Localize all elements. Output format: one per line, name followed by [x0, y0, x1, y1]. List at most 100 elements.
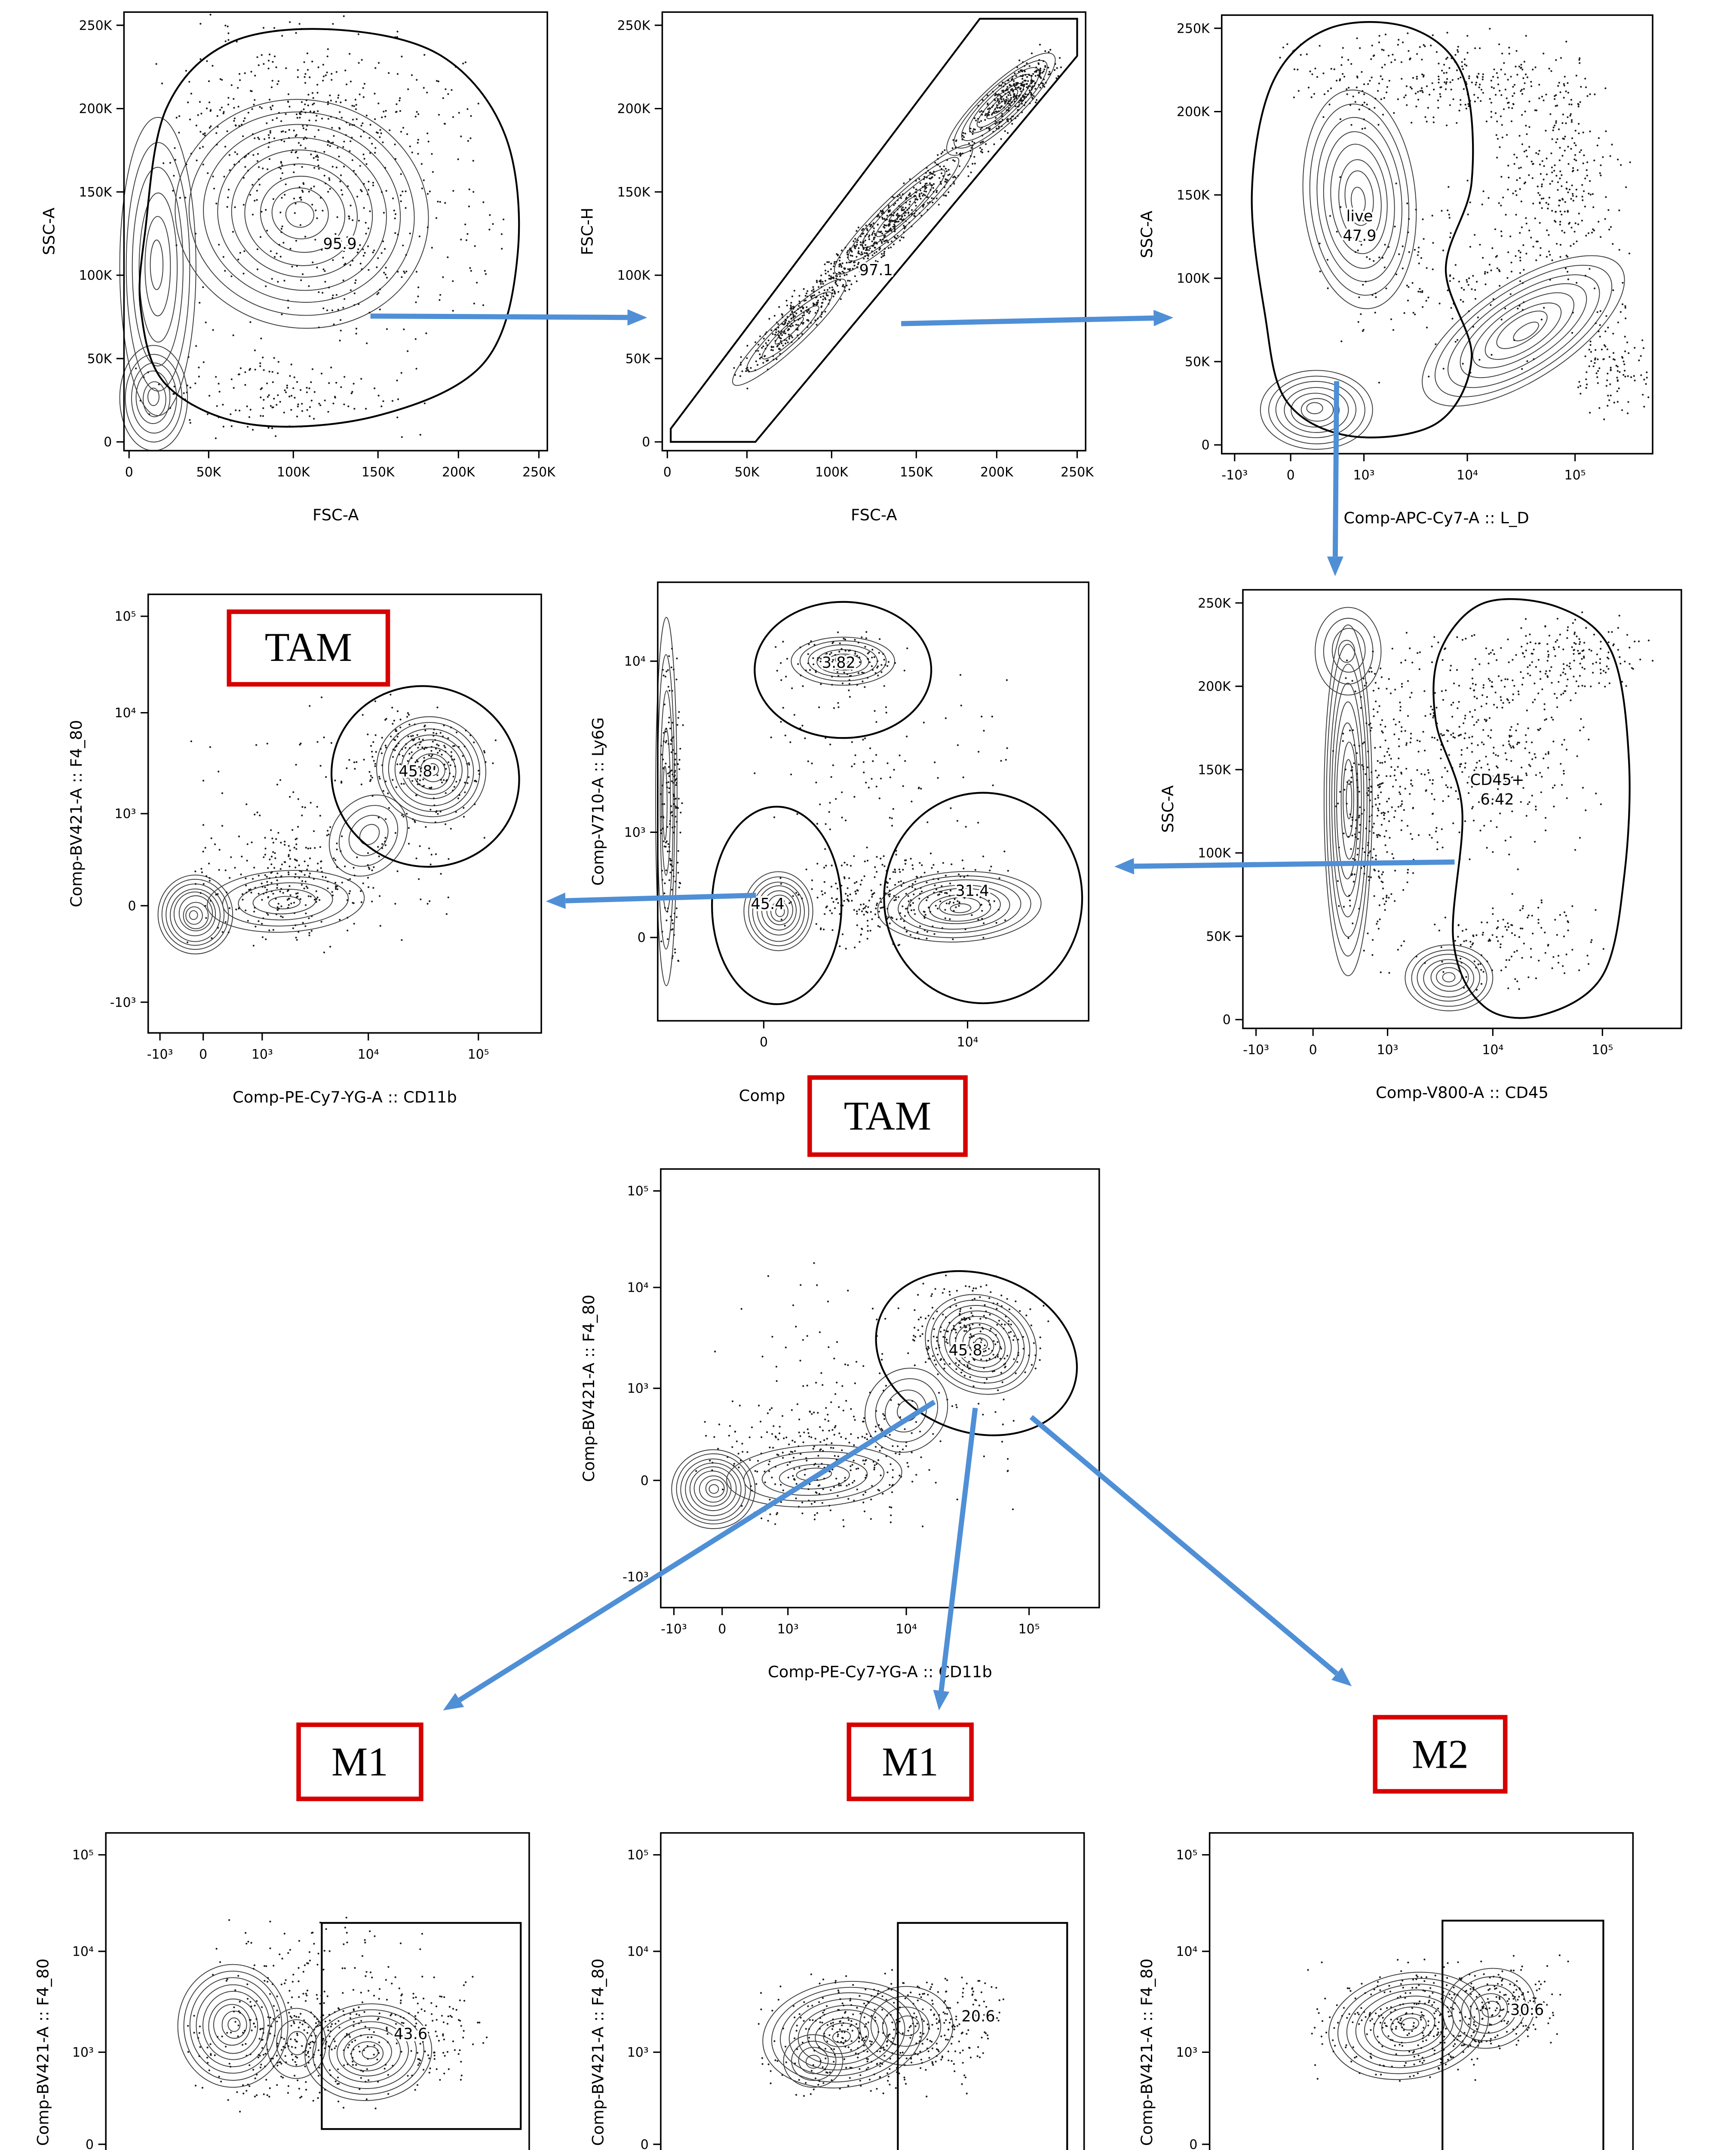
flow-arrowhead	[1327, 556, 1343, 576]
x-tick-label: 0	[1287, 468, 1295, 483]
x-tick-label: 0	[199, 1047, 207, 1062]
plot-frame	[1242, 589, 1682, 1029]
contour-rings	[1328, 1968, 1536, 2080]
gate-percentage: 45.8	[949, 1342, 982, 1359]
y-tick-label: 10⁴	[1176, 1944, 1197, 1960]
x-tick-label: 10³	[252, 1047, 273, 1062]
plot-tam: 45.8 -10³ 0 10³ 10⁴ 10⁵ -10³ 0 10³ 10⁴ 10⁵ Comp-PE-…	[67, 593, 542, 1106]
gate-percentage: 97.1	[859, 261, 893, 279]
y-tick-label: 10⁵	[72, 1848, 94, 1863]
y-tick-label: 10⁵	[627, 1848, 649, 1863]
flow-arrowhead	[627, 309, 647, 326]
y-tick-label: 0	[638, 931, 646, 946]
population-label-text: M1	[331, 1738, 388, 1784]
gate-percentage: 30.6	[1510, 2001, 1544, 2019]
y-axis-label: Comp-BV421-A :: F4_80	[589, 1959, 607, 2146]
y-axis-label: Comp-BV421-A :: F4_80	[67, 720, 86, 907]
scatter-points	[1307, 1954, 1569, 2082]
gate-outline	[138, 28, 520, 428]
x-axis-label: Comp-PE-Cy7-YG-A :: CD11b	[233, 1088, 457, 1106]
y-tick-label: 10⁴	[627, 1944, 649, 1960]
flow-arrow	[1029, 1415, 1338, 1676]
gate-outline	[1442, 1920, 1604, 2150]
y-axis-label: Comp-BV421-A :: F4_80	[1138, 1959, 1156, 2146]
population-label-text: M1	[882, 1738, 939, 1784]
y-axis-label: SSC-A	[1138, 211, 1156, 258]
y-tick-label: 250K	[617, 18, 651, 33]
flow-arrowhead	[546, 892, 566, 909]
y-tick-label: 0	[1223, 1013, 1231, 1028]
flow-arrow	[370, 313, 628, 320]
flow-arrow	[565, 893, 756, 903]
y-tick-label: 10³	[624, 825, 646, 840]
y-tick-label: 150K	[1198, 762, 1231, 777]
flow-arrowhead	[1153, 310, 1174, 326]
y-tick-label: 10⁵	[115, 609, 136, 624]
population-label-tam-1: TAM	[227, 609, 390, 687]
x-tick-label: -10³	[661, 1622, 687, 1637]
x-axis-label: Comp	[739, 1086, 785, 1105]
y-tick-label: 100K	[1177, 271, 1210, 286]
x-tick-label: 250K	[1061, 465, 1094, 480]
gate-outline	[711, 805, 843, 1005]
plot-live: live 47.9 -10³ 0 10³ 10⁴ 10⁵ 0 50K 100K 150K 200K 25…	[1138, 14, 1653, 527]
y-tick-label: 0	[128, 899, 136, 914]
scatter-points	[733, 43, 1062, 390]
gate-outline	[897, 1922, 1068, 2150]
plot-frame	[661, 11, 1086, 452]
gate-percentage: 47.9	[1343, 227, 1376, 245]
scatter-points	[1279, 28, 1650, 421]
x-tick-label: 10⁵	[1018, 1622, 1040, 1637]
x-tick-label: 10³	[1353, 468, 1375, 483]
y-tick-label: 0	[104, 435, 112, 450]
x-tick-label: 0	[663, 465, 672, 480]
y-axis-label: Comp-BV421-A :: F4_80	[34, 1959, 52, 2146]
gate-outline	[1432, 598, 1631, 1019]
population-label-m2: M2	[1373, 1715, 1508, 1794]
x-axis-label: Comp-APC-Cy7-A :: L_D	[1343, 509, 1529, 527]
x-tick-label: 0	[1309, 1042, 1317, 1057]
x-tick-label: -10³	[1243, 1042, 1269, 1057]
scatter-points	[187, 1917, 488, 2113]
flow-arrowhead	[443, 1693, 464, 1711]
x-axis-label: Comp-PE-Cy7-YG-A :: CD11b	[768, 1662, 992, 1681]
y-tick-label: 50K	[626, 351, 651, 366]
y-tick-label: 0	[641, 1473, 649, 1488]
y-tick-label: 250K	[1177, 21, 1210, 36]
y-axis-label: Comp-BV421-A :: F4_80	[580, 1295, 598, 1482]
y-axis-label: Comp-V710-A :: Ly6G	[589, 717, 607, 886]
x-tick-label: 200K	[980, 465, 1014, 480]
gate-percentage: 6.42	[1480, 791, 1514, 808]
plot-frame	[657, 581, 1089, 1022]
gate-outline	[330, 685, 520, 868]
x-tick-label: 150K	[362, 465, 395, 480]
y-tick-label: 10³	[1176, 2045, 1197, 2060]
flow-arrows	[370, 309, 1455, 1711]
y-tick-label: 200K	[1177, 104, 1210, 120]
flow-arrow	[458, 1400, 936, 1702]
population-label-m1-a: M1	[296, 1722, 423, 1801]
y-tick-label: 10⁴	[115, 706, 136, 721]
x-tick-label: 10⁵	[468, 1047, 489, 1062]
gate-outline	[1251, 21, 1474, 439]
x-tick-label: 150K	[900, 465, 933, 480]
plot-frame	[123, 11, 548, 452]
gate-percentage: 43.6	[394, 2025, 427, 2043]
flow-arrow	[901, 315, 1154, 326]
gate-outline	[883, 792, 1083, 1004]
flow-arrowhead	[1114, 858, 1135, 875]
y-tick-label: 0	[1202, 438, 1210, 453]
y-tick-label: 10⁴	[624, 654, 646, 669]
y-tick-label: 100K	[617, 268, 651, 283]
y-tick-label: 10³	[72, 2045, 94, 2060]
y-tick-label: 10⁵	[627, 1184, 649, 1199]
x-axis-label: Comp-V800-A :: CD45	[1376, 1083, 1549, 1102]
gate-percentage: 45.8	[399, 762, 432, 780]
y-axis-label: SSC-A	[1159, 785, 1177, 832]
x-tick-label: 10⁵	[1564, 468, 1586, 483]
x-tick-label: 0	[125, 465, 133, 480]
y-tick-label: 10³	[627, 2045, 649, 2060]
